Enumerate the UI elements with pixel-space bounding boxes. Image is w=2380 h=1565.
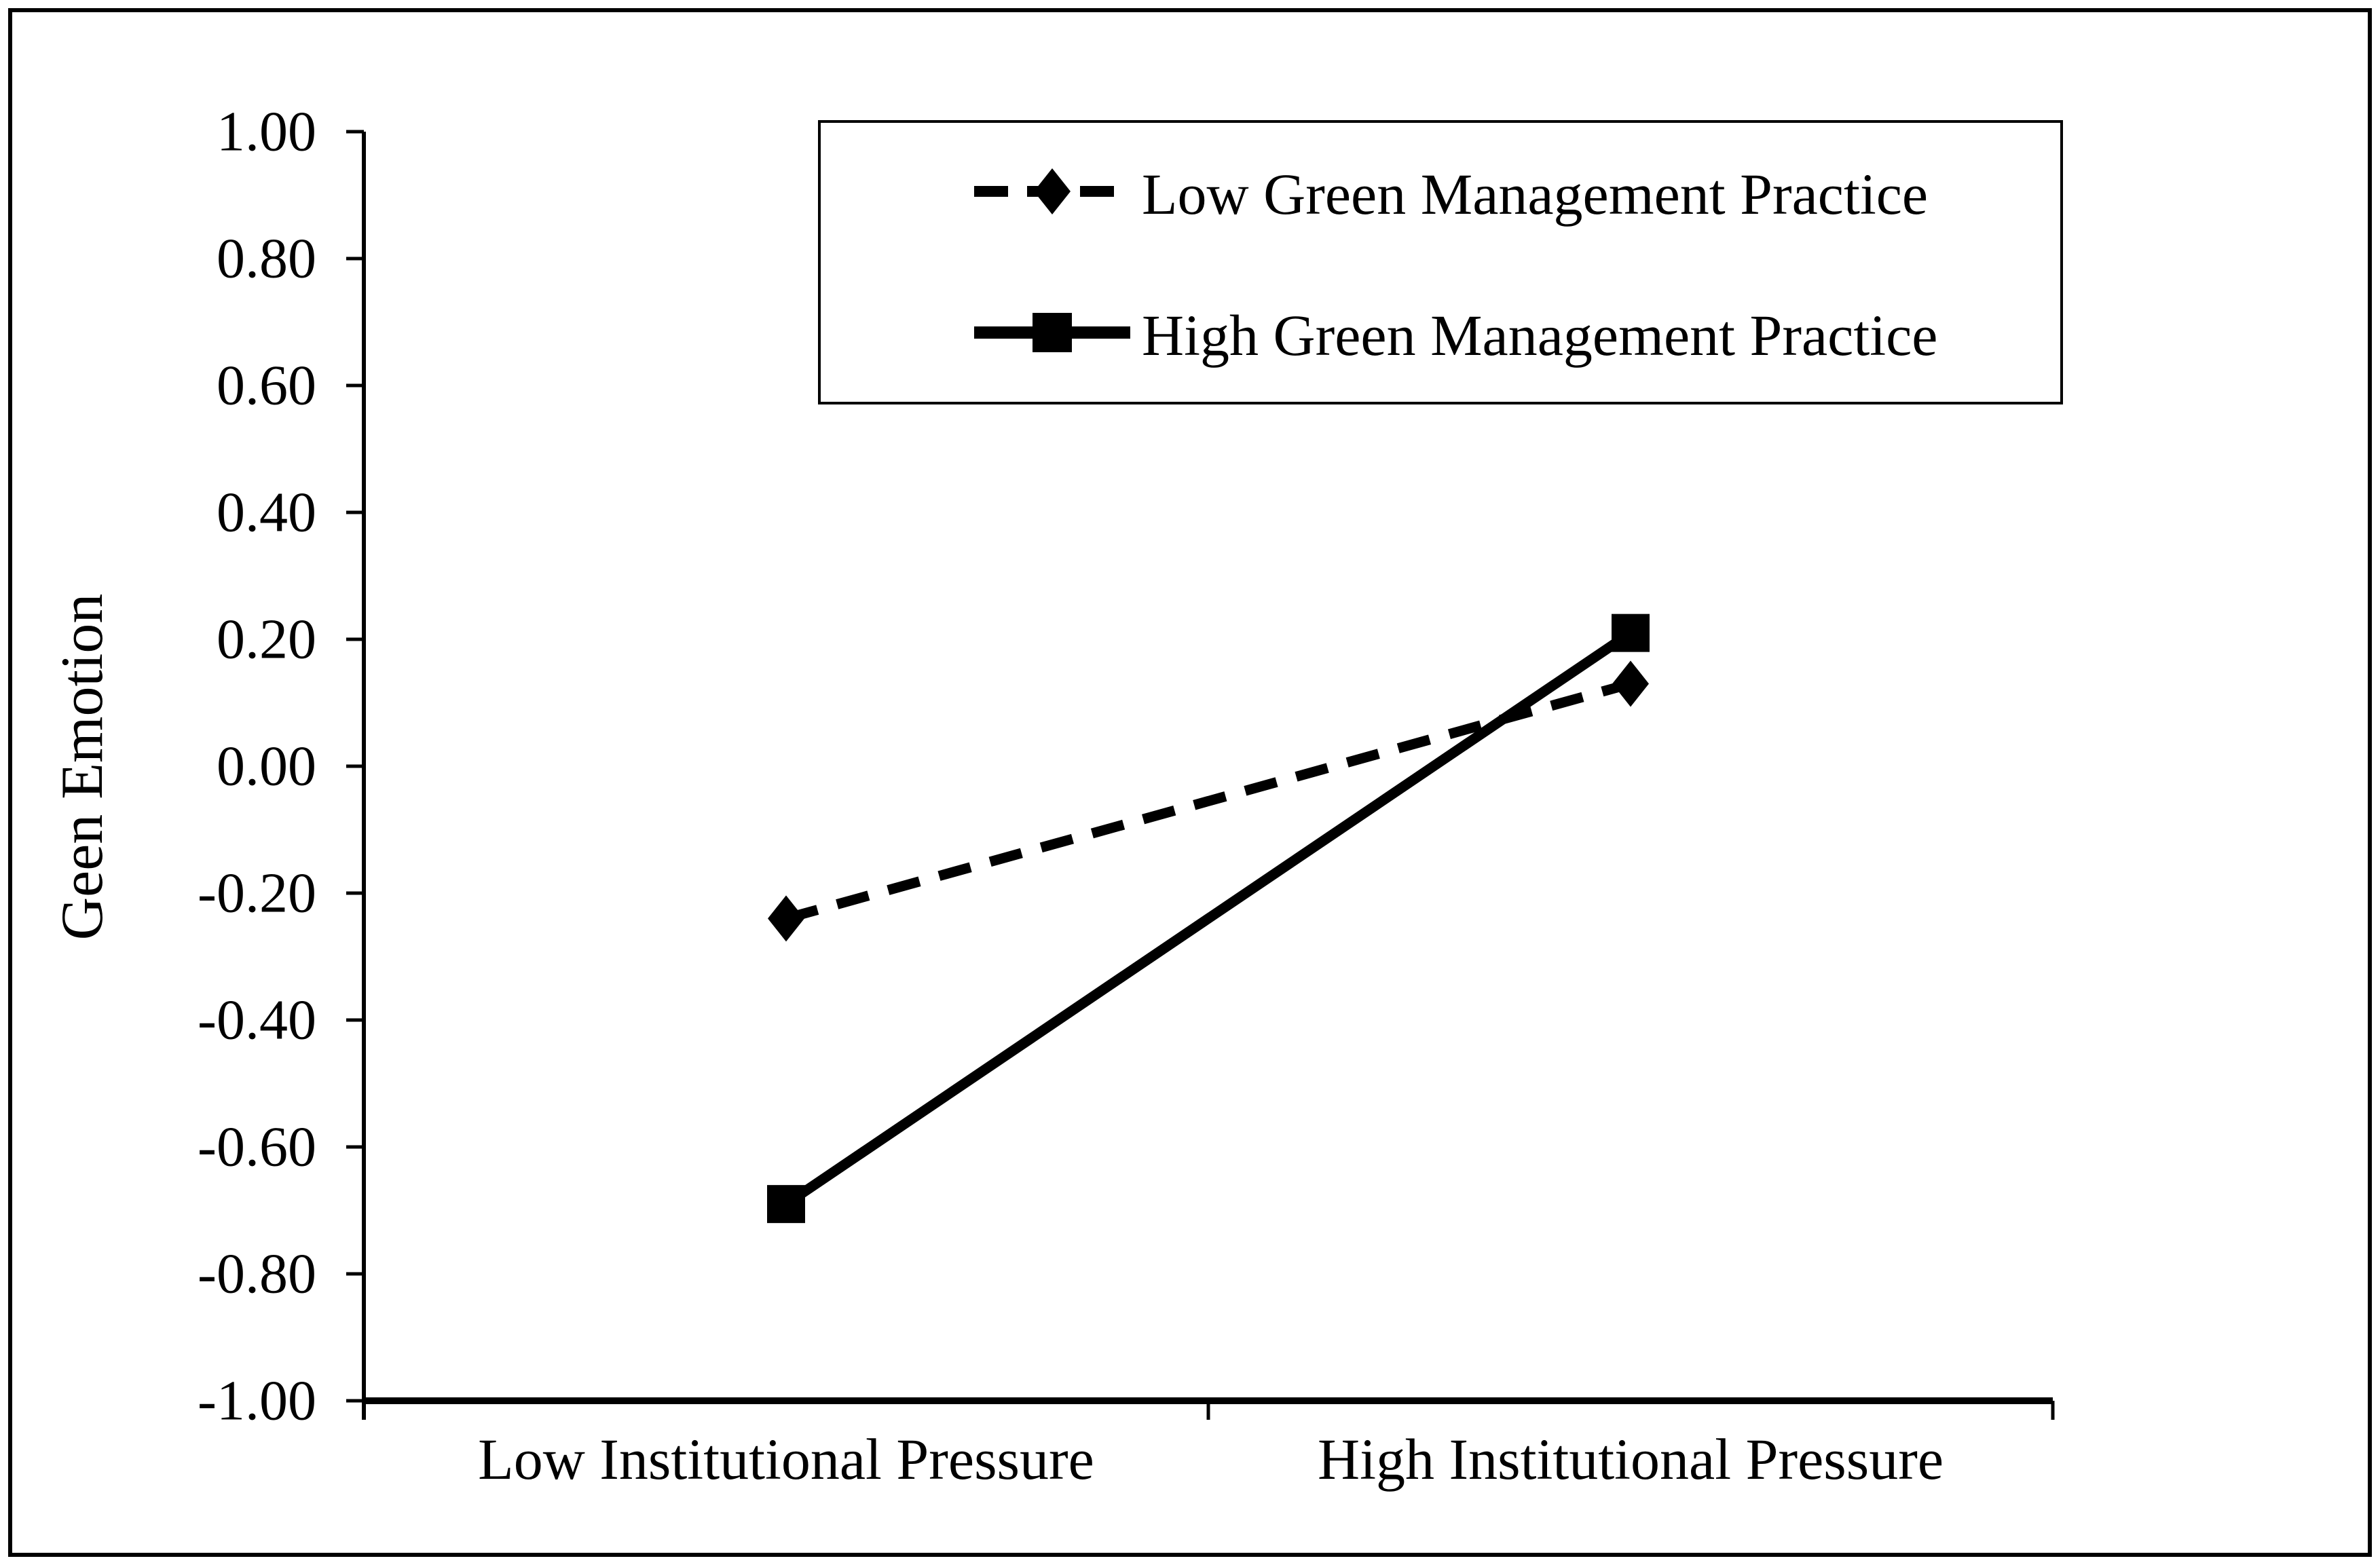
y-axis-title: Geen Emotion — [50, 594, 115, 941]
legend: Low Green Management Practice High Green… — [818, 120, 2063, 404]
series-line-0 — [784, 679, 1633, 924]
x-category-labels: Low Institutional Pressure High Institut… — [478, 1427, 1944, 1492]
y-tick-label: 0.40 — [217, 481, 316, 544]
data-point-diamond-marker — [768, 895, 804, 942]
y-tick-label: -1.00 — [198, 1370, 316, 1433]
figure-border — [8, 8, 2372, 1557]
series-layer — [767, 614, 1650, 1224]
x-axis-ticks — [362, 1401, 2055, 1420]
data-point-square-marker — [767, 1185, 805, 1224]
y-tick-label: 1.00 — [217, 100, 316, 164]
category-label-high-institutional-pressure: High Institutional Pressure — [1318, 1427, 1944, 1492]
y-tick-label: 0.80 — [217, 227, 316, 290]
y-tick-label: 0.00 — [217, 735, 316, 798]
y-tick-label: 0.60 — [217, 354, 316, 417]
legend-label-high-green-management-practice: High Green Management Practice — [1142, 303, 1937, 368]
y-tick-label: -0.60 — [198, 1116, 316, 1179]
data-point-square-marker — [1612, 614, 1650, 652]
legend-label-low-green-management-practice: Low Green Management Practice — [1142, 162, 1928, 227]
square-marker-icon — [1033, 313, 1072, 352]
legend-entry-low-green-management-practice: Low Green Management Practice — [974, 162, 1928, 227]
y-axis-ticks: 1.00 0.80 0.60 0.40 0.20 0.00 -0.20 -0.40 -0.60 -… — [198, 100, 364, 1433]
y-tick-label: 0.20 — [217, 608, 316, 671]
y-tick-label: -0.20 — [198, 862, 316, 925]
series-line-1 — [783, 628, 1634, 1209]
legend-entry-high-green-management-practice: High Green Management Practice — [974, 303, 1937, 368]
y-tick-label: -0.40 — [198, 989, 316, 1052]
category-label-low-institutional-pressure: Low Institutional Pressure — [478, 1427, 1094, 1492]
y-tick-label: -0.80 — [198, 1243, 316, 1306]
diamond-marker-icon — [1034, 168, 1071, 214]
data-point-diamond-marker — [1612, 660, 1649, 707]
legend-box — [818, 120, 2063, 404]
